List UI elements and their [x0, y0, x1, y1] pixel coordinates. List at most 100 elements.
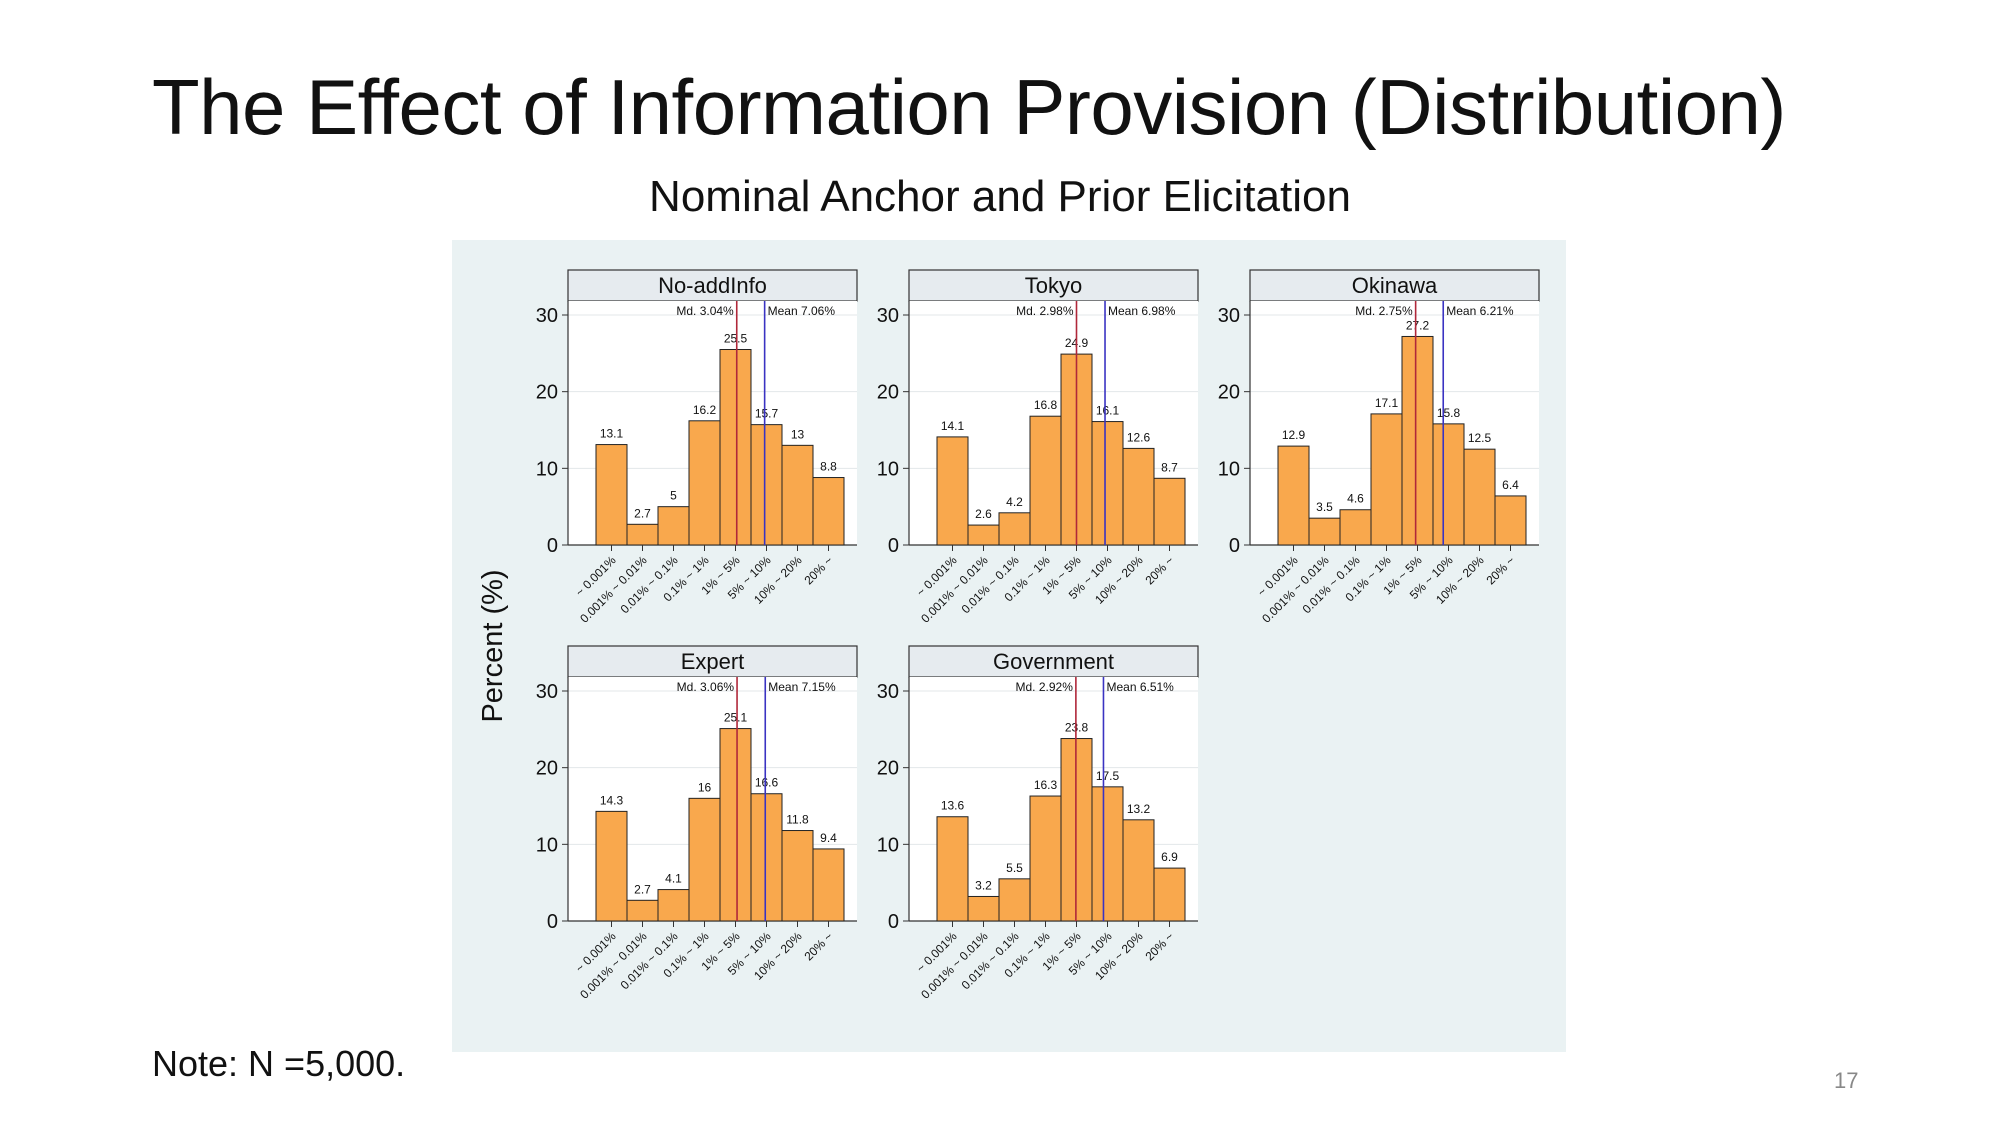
panel-header — [567, 645, 858, 678]
bar — [657, 889, 690, 922]
bar-value-label: 5.5 — [1006, 861, 1023, 875]
bar — [998, 878, 1031, 922]
y-tick-label: 30 — [877, 305, 899, 327]
bar — [1308, 517, 1341, 546]
bar — [719, 728, 752, 922]
bar — [936, 436, 969, 546]
bar-value-label: 14.3 — [600, 793, 624, 807]
median-label: Md. 3.06% — [677, 680, 735, 694]
y-tick-label: 10 — [877, 834, 899, 856]
panel-title: Tokyo — [1025, 273, 1082, 298]
bar — [1401, 335, 1434, 546]
bar — [812, 848, 845, 922]
page-number: 17 — [1834, 1068, 1859, 1093]
bar-value-label: 15.7 — [755, 407, 779, 421]
bar — [1339, 509, 1372, 546]
bar-value-label: 13.2 — [1127, 802, 1151, 816]
bar-value-label: 16 — [698, 780, 712, 794]
bar — [936, 816, 969, 922]
x-tick-label: 20% ~ — [801, 553, 835, 587]
median-label: Md. 2.98% — [1016, 304, 1074, 318]
bar-value-label: 12.9 — [1282, 428, 1306, 442]
mean-label: Mean 6.51% — [1106, 680, 1174, 694]
x-tick-label: 20% ~ — [1142, 553, 1176, 587]
bar-value-label: 2.6 — [975, 507, 992, 521]
bar-value-label: 16.1 — [1096, 404, 1120, 418]
x-tick-label: 20% ~ — [801, 929, 835, 963]
bar — [1091, 421, 1124, 546]
panel-header — [908, 269, 1199, 302]
y-tick-label: 0 — [547, 911, 558, 933]
median-label: Md. 3.04% — [676, 304, 734, 318]
bar — [1029, 415, 1062, 546]
bar — [781, 830, 814, 922]
bar-value-label: 27.2 — [1406, 318, 1430, 332]
y-tick-label: 20 — [536, 758, 558, 780]
bar — [1370, 413, 1403, 546]
y-tick-label: 10 — [1218, 458, 1240, 480]
bar — [998, 512, 1031, 546]
bar — [750, 424, 783, 546]
bar-value-label: 16.6 — [755, 776, 779, 790]
y-tick-label: 0 — [547, 535, 558, 557]
bar — [1122, 447, 1155, 546]
bar-value-label: 12.5 — [1468, 431, 1492, 445]
panel-title: Government — [993, 649, 1114, 674]
bar — [595, 444, 628, 546]
bar-value-label: 25.5 — [724, 332, 748, 346]
bar — [626, 899, 659, 922]
panel-title: Okinawa — [1352, 273, 1438, 298]
bar-value-label: 9.4 — [820, 831, 837, 845]
bar-value-label: 11.8 — [786, 813, 809, 827]
sample-note: Note: N =5,000. — [152, 1043, 406, 1084]
bar-value-label: 17.1 — [1375, 396, 1399, 410]
bar-value-label: 16.8 — [1034, 398, 1058, 412]
bar-value-label: 8.7 — [1161, 460, 1178, 474]
bar-value-label: 6.9 — [1161, 850, 1178, 864]
bar-value-label: 4.2 — [1006, 495, 1023, 509]
bar — [657, 506, 690, 546]
bar-value-label: 4.1 — [665, 872, 682, 886]
bar — [626, 523, 659, 546]
bar-value-label: 4.6 — [1347, 492, 1364, 506]
bar — [1432, 423, 1465, 546]
bar — [688, 420, 721, 546]
bar — [688, 797, 721, 922]
bar-value-label: 3.2 — [975, 878, 992, 892]
y-tick-label: 0 — [888, 535, 899, 557]
mean-label: Mean 6.98% — [1108, 304, 1176, 318]
bar-value-label: 12.6 — [1127, 430, 1151, 444]
y-tick-label: 30 — [536, 681, 558, 703]
median-label: Md. 2.92% — [1016, 680, 1074, 694]
bar — [1277, 445, 1310, 546]
bar — [812, 477, 845, 546]
panel-title: No-addInfo — [658, 273, 767, 298]
bar-value-label: 16.3 — [1034, 778, 1058, 792]
bar — [1463, 448, 1496, 546]
panel-title: Expert — [681, 649, 745, 674]
figure-title: Nominal Anchor and Prior Elicitation — [649, 172, 1351, 221]
bar — [1091, 786, 1124, 922]
bar-value-label: 6.4 — [1502, 478, 1519, 492]
bar-value-label: 15.8 — [1437, 406, 1461, 420]
y-tick-label: 30 — [1218, 305, 1240, 327]
y-tick-label: 0 — [888, 911, 899, 933]
y-tick-label: 20 — [1218, 382, 1240, 404]
y-tick-label: 20 — [877, 758, 899, 780]
y-tick-label: 0 — [1229, 535, 1240, 557]
histogram-grid: Percent (%) No-addInfo 0 10 20 30 13.1 2.7 5 16.2… — [477, 269, 1540, 1002]
bar — [1122, 819, 1155, 922]
bar-value-label: 8.8 — [820, 460, 837, 474]
bar — [781, 444, 814, 546]
bar-value-label: 13.6 — [941, 799, 965, 813]
mean-label: Mean 7.06% — [768, 304, 836, 318]
bar — [1494, 495, 1527, 546]
bar-value-label: 2.7 — [634, 882, 651, 896]
mean-label: Mean 6.21% — [1446, 304, 1514, 318]
slide-title: The Effect of Information Provision (Dis… — [152, 63, 1786, 151]
bar-value-label: 17.5 — [1096, 769, 1120, 783]
y-tick-label: 10 — [536, 458, 558, 480]
bar-value-label: 14.1 — [941, 419, 965, 433]
panel-header — [1249, 269, 1540, 302]
bar-value-label: 13.1 — [600, 427, 624, 441]
